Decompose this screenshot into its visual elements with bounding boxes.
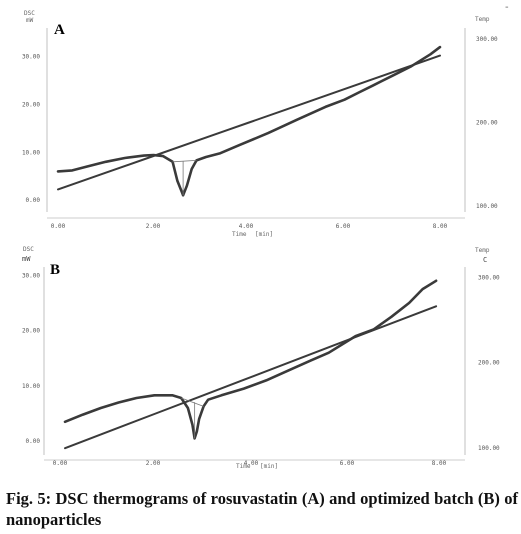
- temperature-curve-b: [64, 305, 438, 450]
- y-left-tick-label-a: 30.00: [22, 54, 40, 61]
- dsc-chart-a: A DSC mW Temp Time [min] 0.00 2.00 4.00 6.0…: [0, 0, 521, 245]
- x-tick-label-b: 8.00: [432, 460, 447, 467]
- right-axis-unit-b: C: [483, 256, 487, 264]
- dsc-chart-b: B DSC mW Temp C Time [min] 0.00 2.00 4.00 6…: [0, 245, 521, 480]
- x-tick-label-a: 4.00: [239, 223, 254, 230]
- bottom-axis-unit-b: [min]: [260, 463, 278, 470]
- y-right-tick-label-b: 200.00: [478, 360, 500, 367]
- y-left-tick-label-b: 0.00: [26, 438, 41, 445]
- y-left-tick-label-a: 20.00: [22, 101, 40, 108]
- dsc-curve-a: [56, 45, 442, 197]
- x-tick-label-a: 0.00: [51, 223, 66, 230]
- left-axis-unit-b: mW: [22, 255, 31, 263]
- figure-caption: Fig. 5: DSC thermograms of rosuvastatin …: [6, 489, 518, 529]
- x-tick-label-b: 0.00: [53, 460, 68, 467]
- y-left-tick-label-b: 30.00: [22, 272, 40, 279]
- y-right-tick-label-b: 300.00: [478, 274, 500, 281]
- x-tick-label-a: 6.00: [336, 223, 351, 230]
- right-axis-label-b: Temp: [475, 247, 490, 254]
- left-axis-unit-a: mW: [26, 17, 34, 24]
- bottom-axis-label-b: Time: [236, 463, 251, 470]
- dsc-curve-b: [63, 279, 438, 440]
- left-axis-label-b: DSC: [23, 246, 34, 253]
- x-tick-label-b: 6.00: [340, 460, 355, 467]
- peak-baseline-b: [181, 397, 204, 407]
- x-tick-label-b: 2.00: [146, 460, 161, 467]
- y-right-tick-label-a: 200.00: [476, 120, 498, 127]
- bottom-axis-label-a: Time: [232, 231, 247, 238]
- right-axis-label-a: Temp: [475, 16, 490, 23]
- y-right-tick-label-a: 300.00: [476, 36, 498, 43]
- panel-label-b: B: [50, 262, 60, 278]
- y-right-tick-label-b: 100.00: [478, 445, 500, 452]
- y-left-tick-label-b: 20.00: [22, 328, 40, 335]
- bottom-axis-unit-a: [min]: [255, 231, 273, 238]
- left-axis-label-a: DSC: [24, 10, 35, 17]
- y-left-tick-label-a: 0.00: [26, 197, 41, 204]
- dsc-chart-a-svg: A DSC mW Temp Time [min] 0.00 2.00 4.00 6.0…: [22, 10, 498, 238]
- y-left-tick-label-b: 10.00: [22, 383, 40, 390]
- corner-mark: -: [505, 2, 509, 13]
- panel-label-a: A: [54, 22, 65, 38]
- x-tick-label-a: 8.00: [433, 223, 448, 230]
- dsc-chart-b-svg: B DSC mW Temp C Time [min] 0.00 2.00 4.00 6…: [22, 246, 500, 470]
- y-left-tick-label-a: 10.00: [22, 149, 40, 156]
- temperature-curve-a: [57, 54, 441, 191]
- x-tick-label-a: 2.00: [146, 223, 161, 230]
- x-tick-label-b: 4.00: [244, 460, 259, 467]
- peak-baseline-a: [172, 159, 197, 163]
- y-right-tick-label-a: 100.00: [476, 203, 498, 210]
